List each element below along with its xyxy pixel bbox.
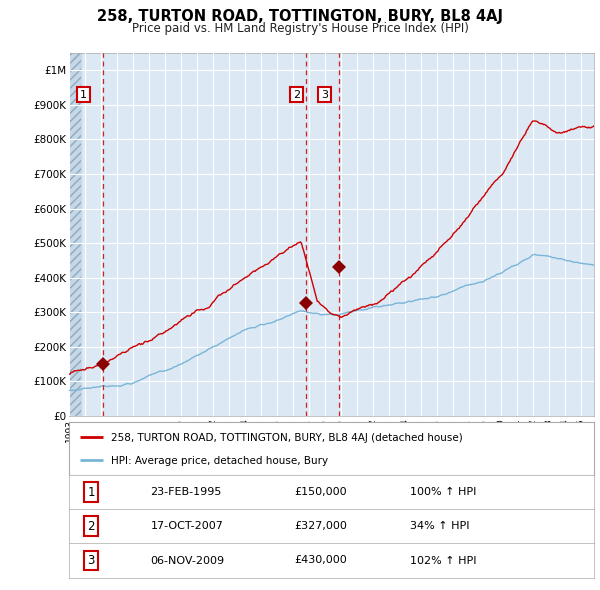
Text: 3: 3 bbox=[88, 554, 95, 567]
Text: 2: 2 bbox=[293, 90, 300, 100]
Text: 258, TURTON ROAD, TOTTINGTON, BURY, BL8 4AJ (detached house): 258, TURTON ROAD, TOTTINGTON, BURY, BL8 … bbox=[111, 433, 463, 442]
Text: £327,000: £327,000 bbox=[295, 522, 347, 531]
Text: 34% ↑ HPI: 34% ↑ HPI bbox=[410, 522, 470, 531]
Text: 1: 1 bbox=[88, 486, 95, 499]
Text: 258, TURTON ROAD, TOTTINGTON, BURY, BL8 4AJ: 258, TURTON ROAD, TOTTINGTON, BURY, BL8 … bbox=[97, 9, 503, 24]
Text: £150,000: £150,000 bbox=[295, 487, 347, 497]
Text: HPI: Average price, detached house, Bury: HPI: Average price, detached house, Bury bbox=[111, 456, 328, 466]
Text: 2: 2 bbox=[88, 520, 95, 533]
Text: 17-OCT-2007: 17-OCT-2007 bbox=[151, 522, 223, 531]
Text: 102% ↑ HPI: 102% ↑ HPI bbox=[410, 556, 477, 565]
Text: Price paid vs. HM Land Registry's House Price Index (HPI): Price paid vs. HM Land Registry's House … bbox=[131, 22, 469, 35]
Text: £430,000: £430,000 bbox=[295, 556, 347, 565]
Text: 3: 3 bbox=[321, 90, 328, 100]
Text: 06-NOV-2009: 06-NOV-2009 bbox=[151, 556, 224, 565]
Text: 23-FEB-1995: 23-FEB-1995 bbox=[151, 487, 222, 497]
Text: 100% ↑ HPI: 100% ↑ HPI bbox=[410, 487, 476, 497]
Text: 1: 1 bbox=[80, 90, 87, 100]
Polygon shape bbox=[69, 53, 81, 416]
